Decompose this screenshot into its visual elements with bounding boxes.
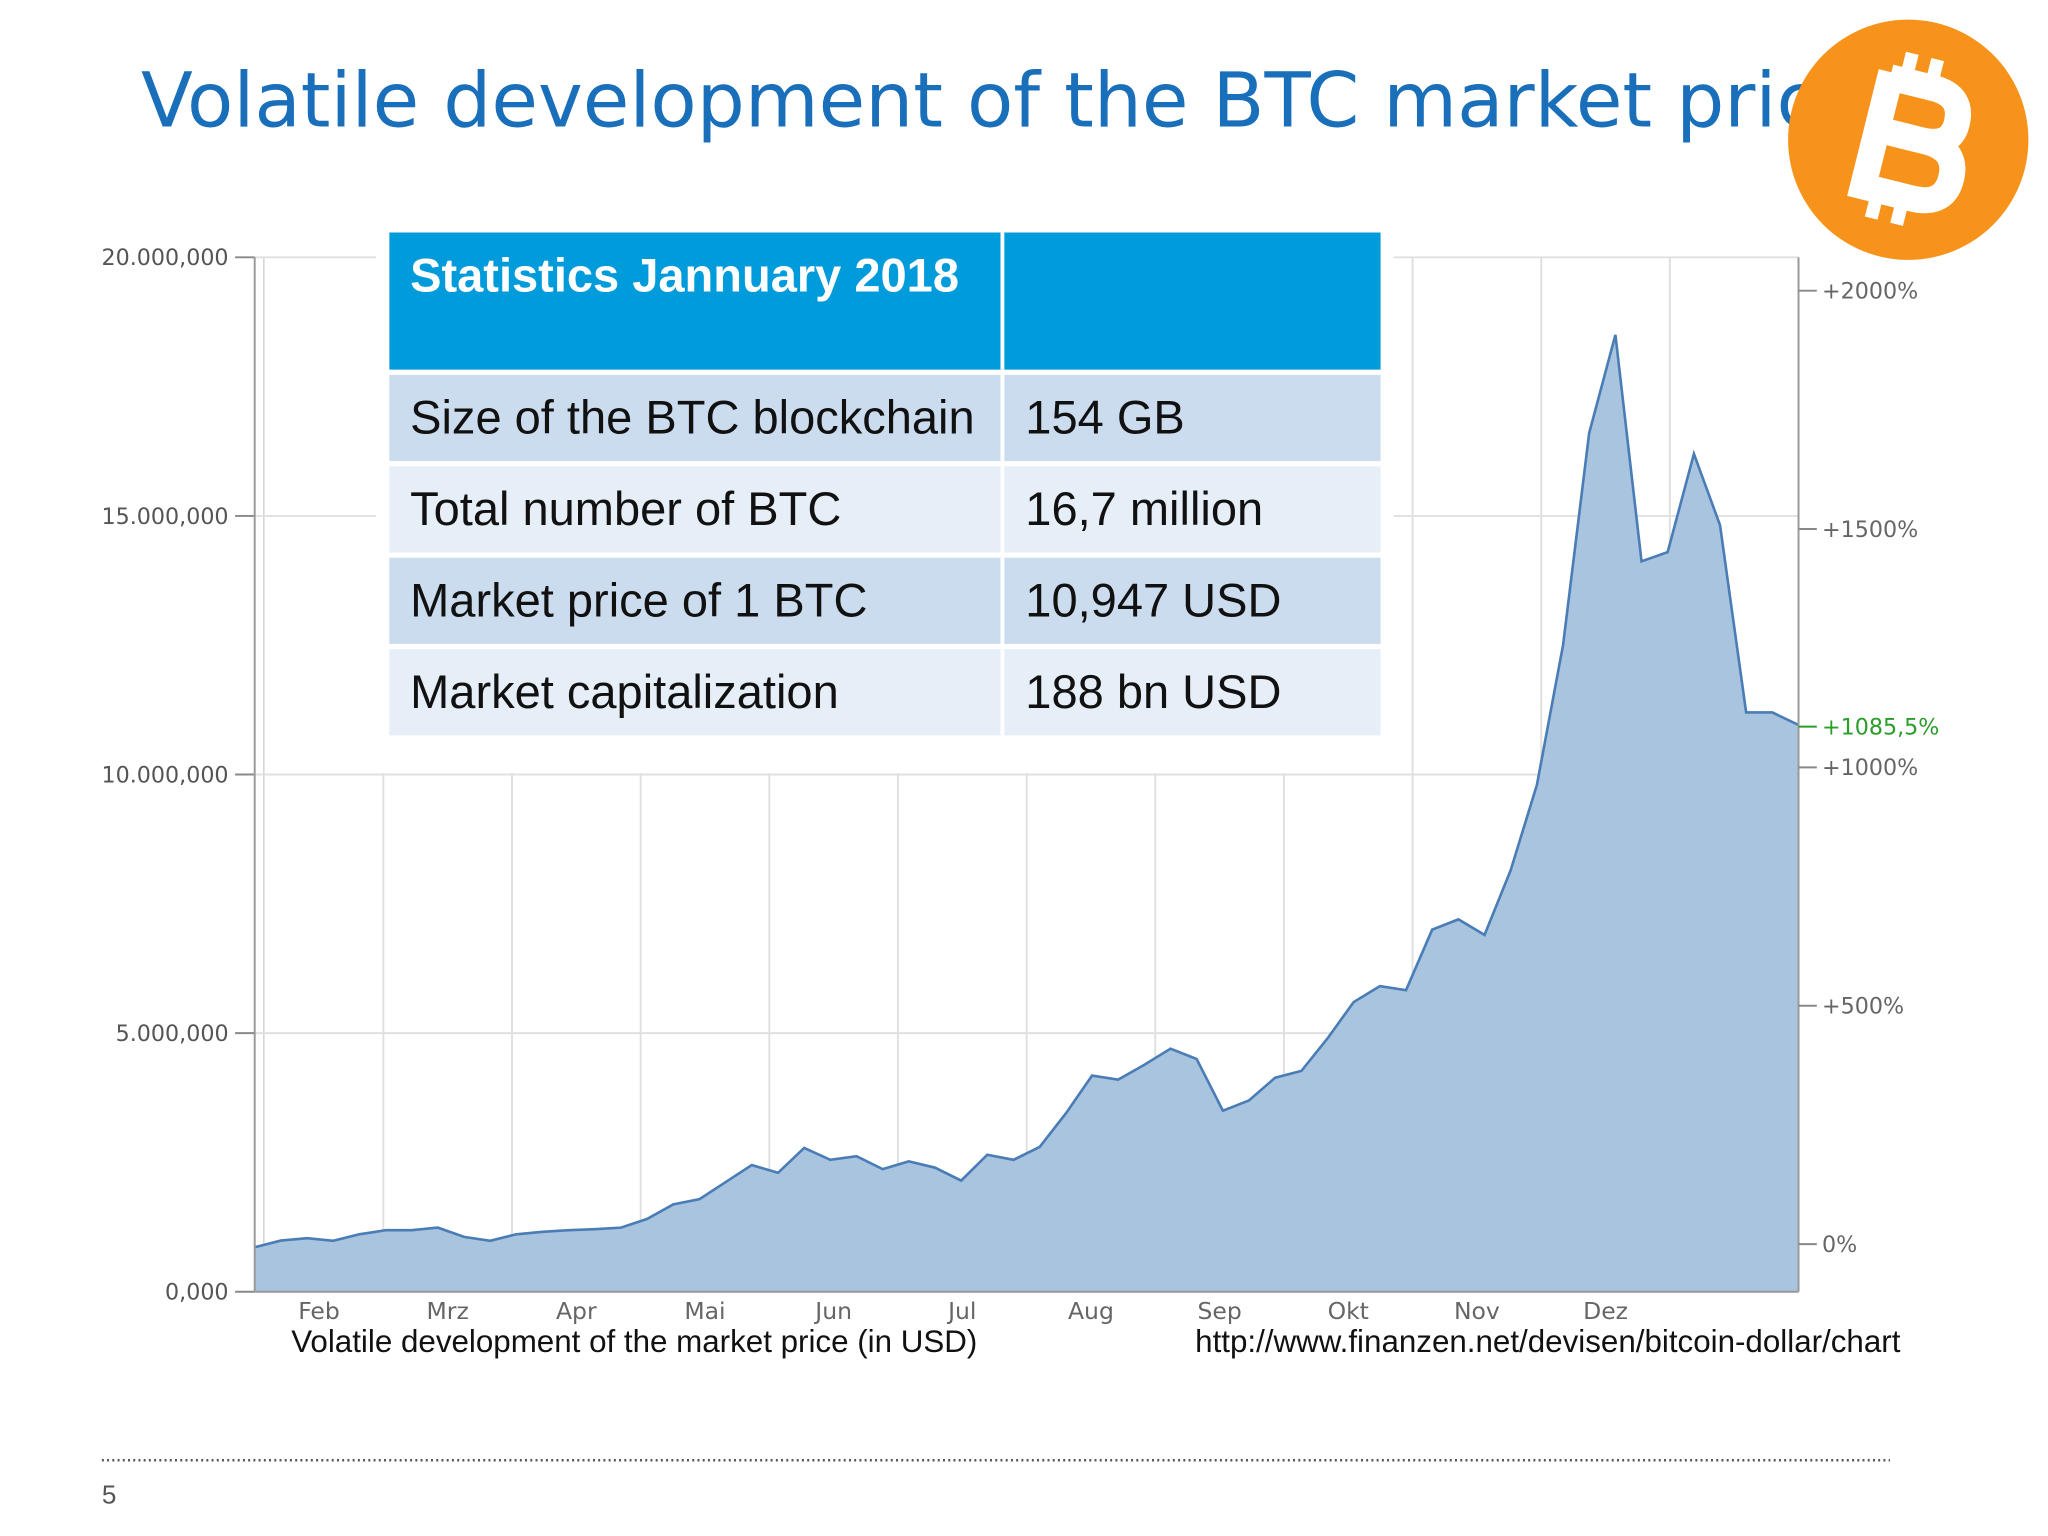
header-cell [1004,232,1381,370]
y-tick-label: 0,000 [165,1280,229,1306]
line [254,334,1800,1249]
table-row: Total number of BTC 16,7 million [389,466,1381,553]
bitcoin-logo [1788,19,2029,260]
table-row: Size of the BTC blockchain 154 GB [389,374,1381,462]
area [254,334,1799,1292]
x-tick-label: Feb [298,1297,340,1325]
x-tick-label: Mrz [427,1297,469,1325]
x-tick-label: Okt [1328,1297,1369,1325]
x-tick-label: Jul [946,1297,976,1325]
cell: Total number of BTC [389,466,1005,553]
x-tick-label: Jun [813,1297,852,1325]
table-header: Statistics Jannuary 2018 [389,232,1381,370]
x-tick-label: Nov [1454,1297,1500,1325]
cell: 154 GB [1004,374,1381,462]
stats-table: Statistics Jannuary 2018 Size of the BTC… [389,232,1381,740]
table-row: Market price of 1 BTC 10,947 USD [389,557,1381,644]
x-tick-label: Mai [684,1297,725,1325]
cell: Market capitalization [389,649,1005,736]
y2-tick-label: 0% [1822,1232,1857,1258]
table-container: Statistics Jannuary 2018 Size of the BTC… [389,232,1381,740]
cell: 10,947 USD [1004,557,1381,644]
header-cell: Statistics Jannuary 2018 [389,232,1005,370]
cell: Market price of 1 BTC [389,557,1005,644]
slide-title: Volatile development of the BTC market p… [141,57,1865,145]
x-tick-label: Aug [1068,1297,1114,1325]
annotation-label: +1085,5% [1822,714,1939,740]
y2-tick-label: +1000% [1822,755,1918,781]
source: http://www.finanzen.net/devisen/bitcoin-… [1195,1324,1901,1359]
logo-symbol [1847,51,1971,226]
y-tick-label: 10.000,000 [102,762,229,788]
cell: 188 bn USD [1004,649,1381,736]
x-tick-label: Sep [1197,1297,1241,1325]
table-row: Market capitalization 188 bn USD [389,649,1381,736]
cell: 16,7 million [1004,466,1381,553]
y-tick-label: 5.000,000 [116,1021,229,1047]
y2-tick-label: +2000% [1822,279,1918,305]
y-tick-label: 15.000,000 [102,504,229,530]
caption: Volatile development of the market price… [291,1324,977,1359]
y2-tick-label: +1500% [1822,517,1918,543]
x-tick-label: Apr [556,1297,597,1325]
cell: Size of the BTC blockchain [389,374,1005,462]
y2-tick-label: +500% [1822,994,1904,1020]
x-tick-label: Dez [1583,1297,1628,1325]
y-tick-label: 20.000,000 [102,245,229,271]
page-number: 5 [102,1479,117,1509]
